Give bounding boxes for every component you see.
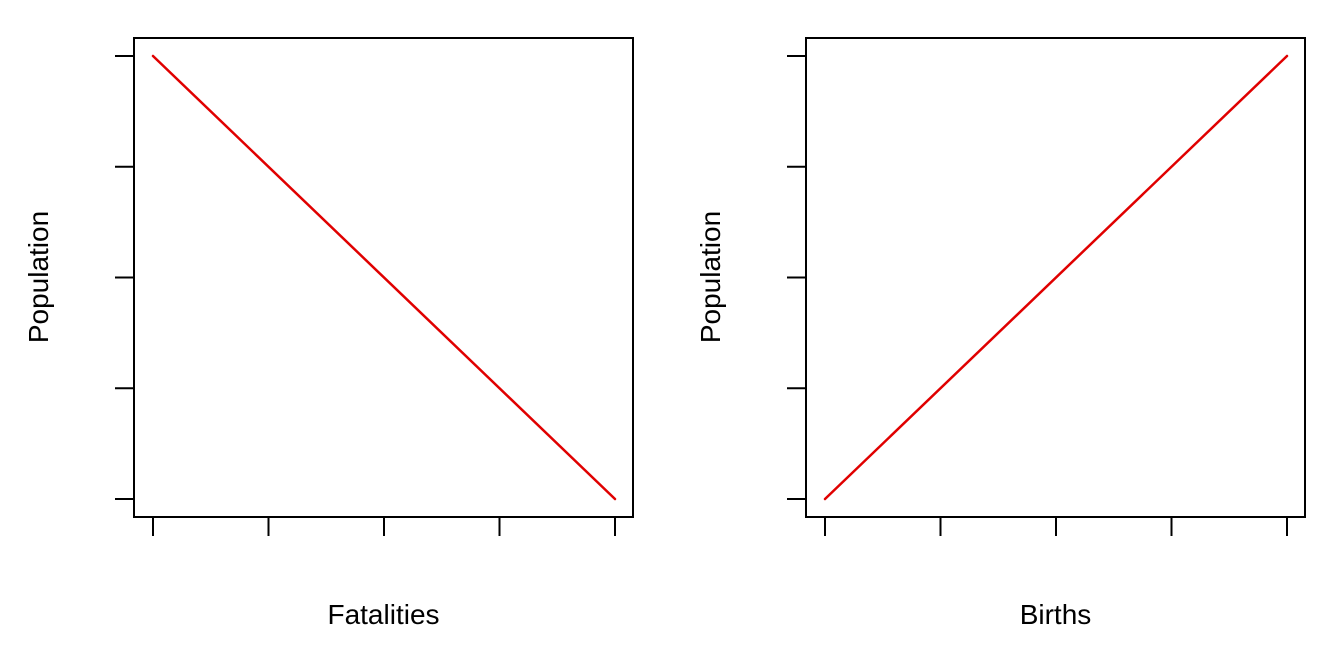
x-axis-label: Births: [1020, 599, 1092, 630]
y-axis-label: Population: [23, 211, 54, 343]
y-axis-label: Population: [695, 211, 726, 343]
series-group: [823, 54, 1289, 501]
fatalities-chart-panel: Fatalities Population: [23, 37, 634, 630]
x-axis-label: Fatalities: [327, 599, 439, 630]
series-line: [151, 54, 617, 501]
series-group: [151, 54, 617, 501]
x-axis-ticks: [152, 517, 616, 536]
y-axis-ticks: [115, 55, 134, 500]
births-chart-panel: Births Population: [695, 37, 1306, 630]
y-axis-ticks: [787, 55, 806, 500]
x-axis-ticks: [824, 517, 1288, 536]
series-line: [823, 54, 1289, 501]
